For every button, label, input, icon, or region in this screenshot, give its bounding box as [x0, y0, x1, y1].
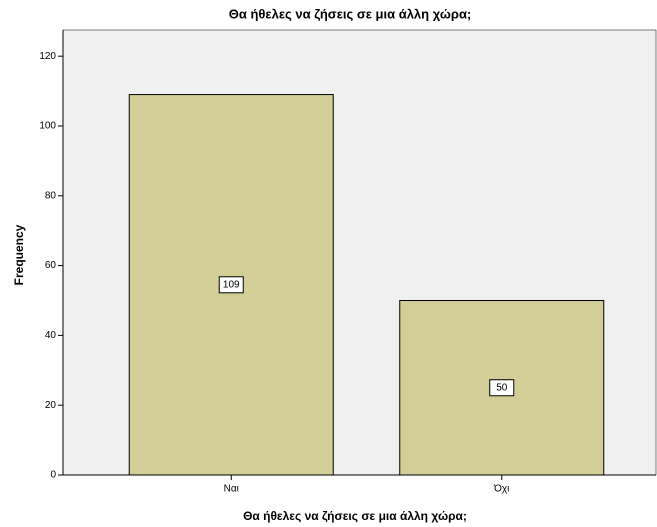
data-label: 109 — [223, 279, 240, 290]
x-tick-label: Όχι — [493, 484, 509, 495]
y-tick-label: 40 — [45, 330, 57, 341]
x-axis-title: Θα ήθελες να ζήσεις σε μια άλλη χώρα; — [243, 509, 467, 523]
y-tick-label: 20 — [45, 400, 57, 411]
y-axis-title: Frequency — [12, 224, 26, 285]
y-tick-label: 120 — [39, 51, 56, 62]
y-tick-label: 100 — [39, 121, 56, 132]
data-label-box — [218, 276, 244, 294]
data-label-box — [489, 379, 515, 397]
y-tick-label: 0 — [50, 470, 56, 481]
y-tick-label: 80 — [45, 190, 57, 201]
x-tick-label: Ναι — [224, 484, 239, 495]
chart-title: Θα ήθελες να ζήσεις σε μια άλλη χώρα; — [229, 6, 472, 21]
y-tick-label: 60 — [45, 260, 57, 271]
data-label: 50 — [496, 382, 508, 393]
